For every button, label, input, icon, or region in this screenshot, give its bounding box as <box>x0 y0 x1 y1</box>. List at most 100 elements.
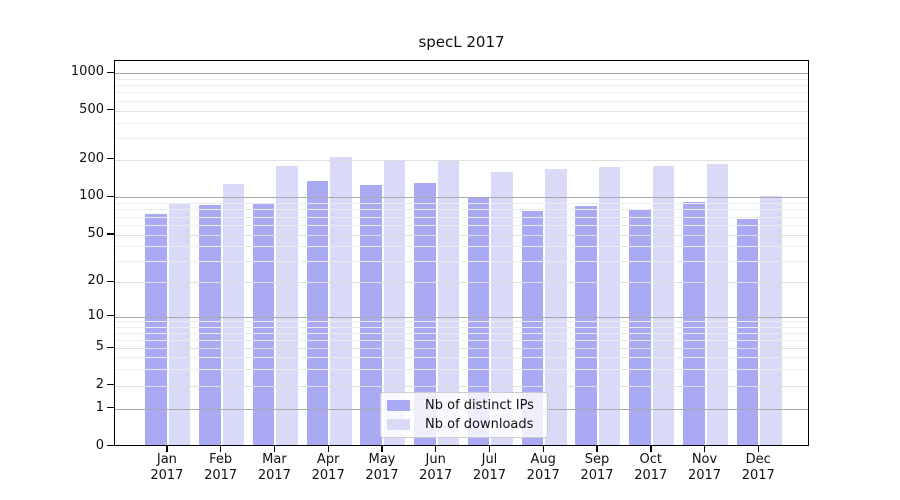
x-label-year: 2017 <box>419 468 453 483</box>
x-label-year: 2017 <box>150 468 184 483</box>
x-label-month: Oct <box>639 452 662 467</box>
gridline-500 <box>115 110 808 112</box>
x-tick-label-oct: Oct 2017 <box>619 452 683 484</box>
bar-downloads-aug <box>545 168 567 445</box>
x-tick-nov <box>704 446 706 452</box>
x-label-year: 2017 <box>204 468 238 483</box>
y-tick-50 <box>107 233 114 235</box>
x-tick-jan <box>166 446 168 452</box>
y-tick-2 <box>107 384 114 386</box>
y-tick-label-1000: 1000 <box>70 64 104 79</box>
gridline-20 <box>115 282 808 283</box>
gridline-minor-400 <box>115 122 808 124</box>
y-tick-label-100: 100 <box>79 188 104 204</box>
x-label-year: 2017 <box>257 468 291 483</box>
x-tick-sep <box>596 446 598 452</box>
legend-swatch-downloads <box>387 419 410 430</box>
x-label-year: 2017 <box>365 468 399 483</box>
x-label-month: Feb <box>209 452 233 467</box>
legend-label: Nb of downloads <box>425 417 534 432</box>
bar-ips-jul <box>467 196 490 445</box>
x-label-month: Jan <box>156 452 177 467</box>
gridline-minor-7 <box>115 332 808 334</box>
x-tick-apr <box>327 446 329 452</box>
gridline-minor-300 <box>115 137 808 139</box>
y-tick-label-2: 2 <box>95 376 104 392</box>
x-tick-may <box>381 446 383 452</box>
x-label-month: Sep <box>584 452 610 467</box>
chart-title: specL 2017 <box>418 33 505 51</box>
bar-ips-feb <box>199 204 221 445</box>
x-label-month: Apr <box>316 452 340 467</box>
x-tick-jul <box>488 446 491 452</box>
gridline-minor-8 <box>115 326 808 328</box>
legend-swatch-ips <box>387 400 410 411</box>
y-tick-10 <box>107 315 114 317</box>
x-tick-mar <box>273 446 276 452</box>
bar-downloads-dec <box>760 195 782 445</box>
x-tick-label-sep: Sep 2017 <box>565 452 629 484</box>
gridline-50 <box>115 234 808 236</box>
gridline-minor-30 <box>115 261 808 263</box>
x-label-year: 2017 <box>472 468 506 483</box>
bar-downloads-jan <box>168 203 191 445</box>
bar-ips-sep <box>575 206 597 445</box>
x-tick-label-nov: Nov 2017 <box>673 452 737 484</box>
bar-downloads-may <box>383 161 406 445</box>
x-label-month: May <box>368 452 396 467</box>
bar-downloads-nov <box>706 164 728 445</box>
bar-ips-may <box>360 184 382 445</box>
x-tick-feb <box>220 446 222 452</box>
y-tick-0 <box>107 445 114 447</box>
x-tick-label-jul: Jul 2017 <box>457 452 521 484</box>
legend-item-downloads: Nb of downloads <box>387 417 541 432</box>
y-tick-100 <box>107 195 114 198</box>
x-label-year: 2017 <box>580 468 614 483</box>
y-tick-200 <box>107 158 114 160</box>
gridline-minor-60 <box>115 224 808 226</box>
gridline-1000 <box>115 73 808 74</box>
y-tick-20 <box>107 280 114 282</box>
bar-ips-nov <box>683 201 705 445</box>
y-tick-label-500: 500 <box>79 101 104 117</box>
bar-downloads-feb <box>222 183 245 445</box>
x-tick-label-may: May 2017 <box>350 452 414 484</box>
bar-ips-apr <box>306 181 329 445</box>
y-tick-label-1: 1 <box>95 399 104 415</box>
gridline-100 <box>115 197 808 199</box>
x-label-year: 2017 <box>741 468 775 483</box>
x-tick-dec <box>757 446 760 452</box>
bar-ips-dec <box>736 218 759 445</box>
x-tick-oct <box>650 446 652 452</box>
gridline-5 <box>115 348 808 349</box>
x-label-year: 2017 <box>311 468 345 483</box>
bar-downloads-jul <box>491 172 513 445</box>
y-tick-500 <box>107 109 114 111</box>
x-tick-aug <box>542 446 545 452</box>
gridline-minor-600 <box>115 100 808 102</box>
gridline-2 <box>115 385 808 387</box>
x-tick-label-apr: Apr 2017 <box>296 452 360 484</box>
y-tick-label-20: 20 <box>87 273 104 288</box>
gridline-minor-70 <box>115 216 808 218</box>
bar-downloads-sep <box>598 167 621 445</box>
y-tick-label-0: 0 <box>95 437 104 453</box>
legend-item-ips: Nb of distinct IPs <box>387 398 541 413</box>
gridline-minor-80 <box>115 209 808 211</box>
x-tick-label-mar: Mar 2017 <box>242 452 306 484</box>
x-label-year: 2017 <box>634 468 668 483</box>
gridline-minor-700 <box>115 92 808 94</box>
x-label-month: Jun <box>425 452 446 467</box>
x-label-year: 2017 <box>526 468 560 483</box>
bar-ips-jan <box>145 214 167 445</box>
y-tick-label-50: 50 <box>87 225 104 241</box>
x-tick-label-aug: Aug 2017 <box>511 452 575 484</box>
gridline-minor-4 <box>115 357 808 359</box>
gridline-minor-800 <box>115 85 808 87</box>
x-tick-label-feb: Feb 2017 <box>189 452 253 484</box>
y-tick-label-200: 200 <box>79 150 104 166</box>
y-tick-5 <box>107 346 114 348</box>
gridline-minor-3 <box>115 368 808 370</box>
x-tick-jun <box>435 446 437 452</box>
